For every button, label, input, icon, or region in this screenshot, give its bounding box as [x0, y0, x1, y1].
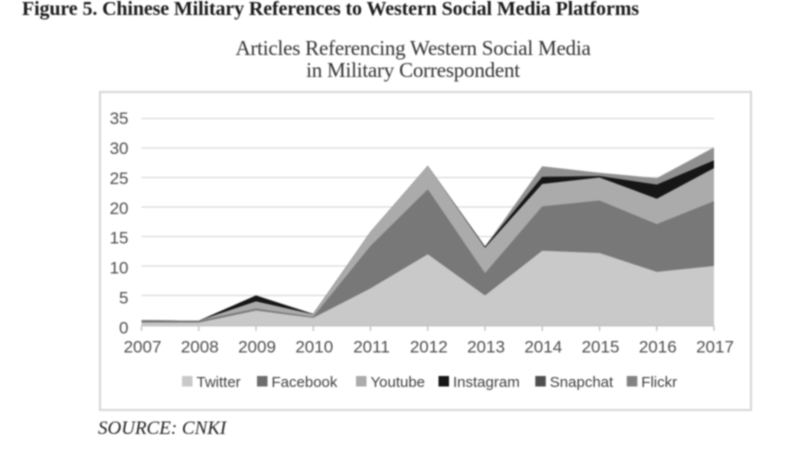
svg-text:15: 15: [110, 229, 129, 248]
svg-text:Youtube: Youtube: [371, 374, 426, 391]
svg-text:Flickr: Flickr: [641, 374, 677, 391]
svg-text:2015: 2015: [582, 338, 620, 357]
svg-text:Snapchat: Snapchat: [550, 374, 614, 391]
svg-text:20: 20: [110, 199, 129, 218]
svg-text:2011: 2011: [353, 338, 390, 357]
svg-text:30: 30: [110, 139, 129, 158]
svg-text:2008: 2008: [181, 338, 219, 357]
svg-text:2016: 2016: [639, 338, 677, 357]
svg-text:35: 35: [110, 109, 129, 128]
svg-text:2017: 2017: [696, 338, 734, 357]
svg-text:2009: 2009: [238, 338, 276, 357]
svg-text:10: 10: [110, 259, 129, 278]
svg-text:2007: 2007: [124, 338, 162, 357]
svg-text:2012: 2012: [410, 338, 448, 357]
svg-text:0: 0: [119, 318, 128, 337]
svg-text:25: 25: [110, 169, 129, 188]
svg-text:2010: 2010: [295, 338, 333, 357]
svg-text:Instagram: Instagram: [453, 374, 520, 391]
svg-text:5: 5: [119, 289, 128, 308]
svg-text:2013: 2013: [467, 338, 505, 357]
svg-text:Twitter: Twitter: [197, 374, 241, 391]
svg-text:Facebook: Facebook: [272, 374, 338, 391]
svg-text:2014: 2014: [524, 338, 562, 357]
